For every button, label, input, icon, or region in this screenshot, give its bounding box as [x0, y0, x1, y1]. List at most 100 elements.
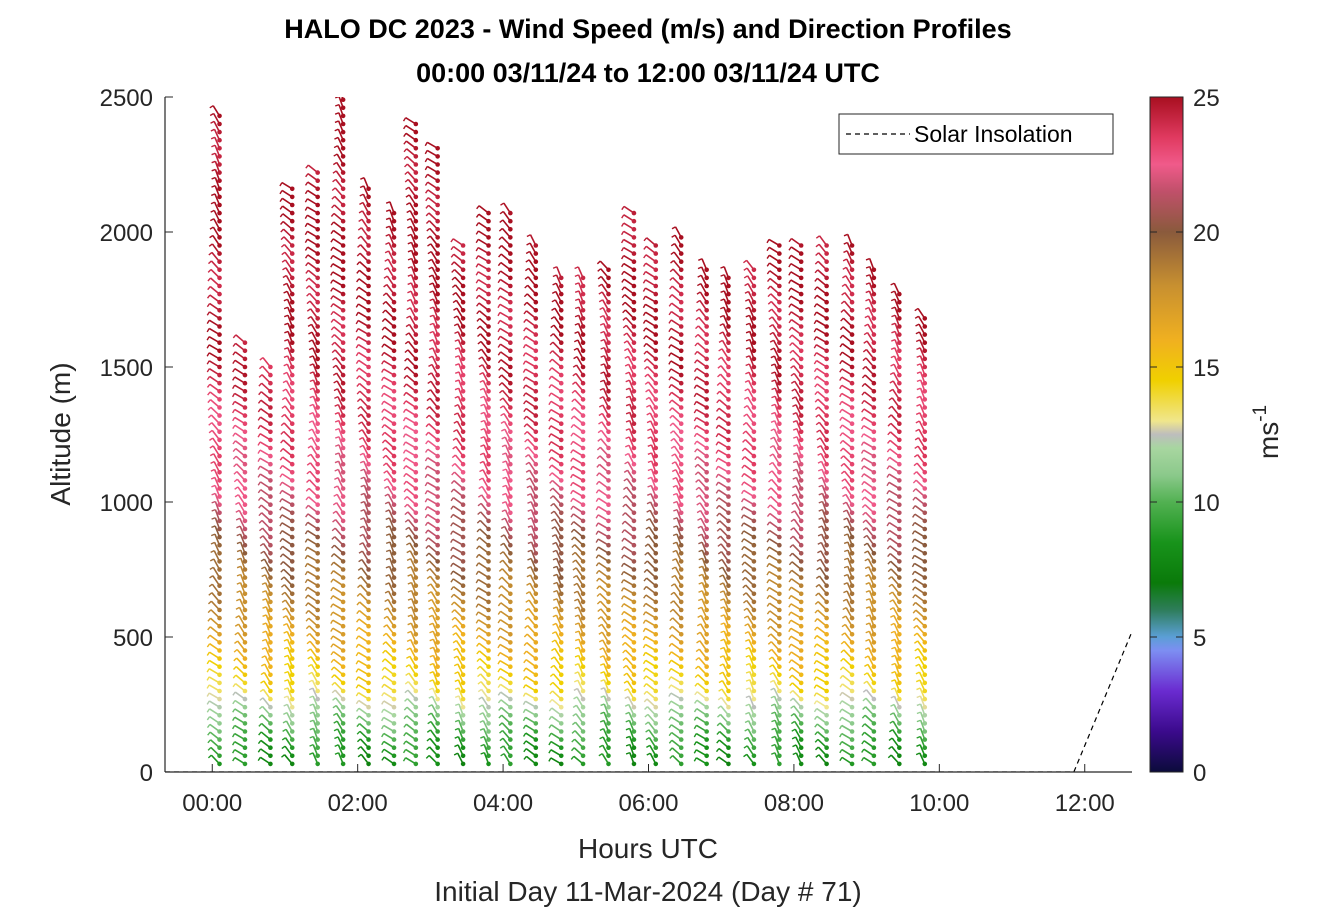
wind-barb-point	[391, 745, 397, 750]
wind-barb-point	[486, 729, 491, 734]
wind-barb-flag	[257, 496, 262, 501]
wind-barb-point	[533, 470, 539, 475]
wind-profile	[257, 357, 273, 767]
wind-barb-point	[580, 453, 586, 459]
wind-barb-flag	[454, 363, 460, 366]
wind-barb-flag	[599, 719, 605, 723]
wind-barb-flag	[236, 565, 242, 569]
wind-barb-flag	[358, 210, 363, 214]
wind-barb-point	[242, 704, 248, 710]
wind-barb-flag	[645, 396, 650, 401]
wind-barb-flag	[620, 255, 625, 260]
wind-barb-flag	[406, 298, 412, 302]
wind-barb-flag	[551, 639, 556, 643]
wind-barb-point	[533, 380, 539, 386]
wind-barb-point	[217, 275, 222, 281]
wind-barb-point	[508, 291, 513, 297]
wind-barb-flag	[499, 219, 504, 224]
wind-barb-point	[391, 502, 397, 508]
wind-barb-flag	[210, 120, 215, 124]
wind-barb-point	[580, 753, 586, 759]
wind-barb-flag	[553, 598, 558, 601]
wind-barb-flag	[356, 383, 361, 387]
wind-barb-point	[508, 324, 513, 329]
wind-barb-point	[558, 567, 564, 572]
wind-barb-point	[653, 389, 659, 394]
wind-barb-flag	[624, 363, 630, 367]
wind-barb-flag	[381, 717, 385, 722]
wind-barb-point	[435, 591, 440, 597]
wind-barb-flag	[452, 445, 457, 450]
wind-barb-flag	[717, 696, 722, 701]
wind-barb-flag	[279, 182, 283, 187]
wind-barb-flag	[574, 671, 579, 675]
wind-barb-point	[340, 599, 346, 605]
plot-area: 00:00 02:00 04:00 06:00 08:00 10:00 12:00 0500…	[100, 85, 1132, 817]
wind-barb-point	[558, 299, 564, 305]
wind-barb-point	[460, 283, 466, 289]
wind-barb-point	[751, 542, 757, 548]
wind-barb-flag	[475, 255, 479, 260]
wind-barb-flag	[695, 657, 700, 661]
wind-barb-point	[751, 267, 757, 273]
wind-barb-point	[268, 372, 273, 378]
wind-barb-flag	[497, 602, 502, 607]
wind-barb-point	[580, 299, 586, 305]
wind-barb-flag	[406, 315, 411, 319]
wind-profile	[668, 226, 684, 767]
wind-barb-point	[268, 518, 273, 524]
wind-barb-point	[289, 623, 295, 629]
wind-barb-point	[315, 510, 320, 516]
wind-barb-flag	[211, 517, 216, 520]
wind-barb-flag	[257, 740, 262, 745]
wind-barb-point	[798, 648, 804, 653]
wind-barb-flag	[232, 674, 237, 679]
wind-barb-point	[413, 494, 419, 499]
wind-barb-flag	[694, 665, 699, 670]
wind-barb-flag	[257, 408, 262, 413]
wind-barb-flag	[356, 723, 361, 728]
wind-barb-flag	[383, 607, 389, 611]
wind-barb-flag	[304, 530, 309, 535]
wind-barb-flag	[331, 544, 335, 549]
wind-barb-point	[242, 761, 248, 767]
wind-barb-point	[508, 599, 513, 605]
wind-barb-point	[366, 753, 371, 759]
wind-barb-flag	[305, 285, 310, 290]
wind-barb-flag	[283, 355, 288, 359]
wind-barb-point	[606, 753, 611, 759]
wind-barb-flag	[478, 485, 483, 490]
wind-barb-point	[798, 704, 804, 710]
wind-barb-flag	[668, 642, 673, 647]
wind-barb-flag	[766, 254, 770, 259]
wind-barb-flag	[451, 616, 456, 621]
wind-barb-flag	[424, 141, 428, 147]
wind-barb-point	[631, 316, 637, 321]
wind-barb-point	[340, 162, 346, 167]
wind-barb-flag	[428, 282, 434, 286]
wind-barb-point	[704, 648, 709, 653]
wind-barb-point	[315, 194, 320, 200]
wind-barb-point	[486, 583, 491, 588]
wind-barb-point	[631, 542, 637, 548]
wind-barb-flag	[429, 622, 434, 626]
wind-barb-flag	[279, 545, 284, 550]
wind-barb-flag	[550, 664, 555, 669]
wind-barb-point	[315, 599, 320, 605]
wind-profile	[740, 259, 757, 767]
wind-barb-point	[726, 461, 731, 467]
wind-barb-point	[726, 542, 731, 548]
wind-barb-flag	[742, 430, 747, 435]
wind-barb-flag	[425, 204, 430, 209]
wind-barb-point	[289, 332, 295, 337]
wind-barb-point	[413, 275, 419, 281]
wind-barb-flag	[766, 554, 770, 560]
wind-barb-flag	[668, 399, 673, 404]
wind-barb-flag	[644, 713, 649, 718]
wind-barb-point	[242, 461, 248, 467]
wind-barb-point	[217, 648, 222, 653]
wind-barb-flag	[768, 470, 773, 474]
wind-barb-flag	[525, 461, 530, 466]
wind-barb-flag	[595, 530, 599, 535]
wind-barb-flag	[697, 606, 702, 610]
